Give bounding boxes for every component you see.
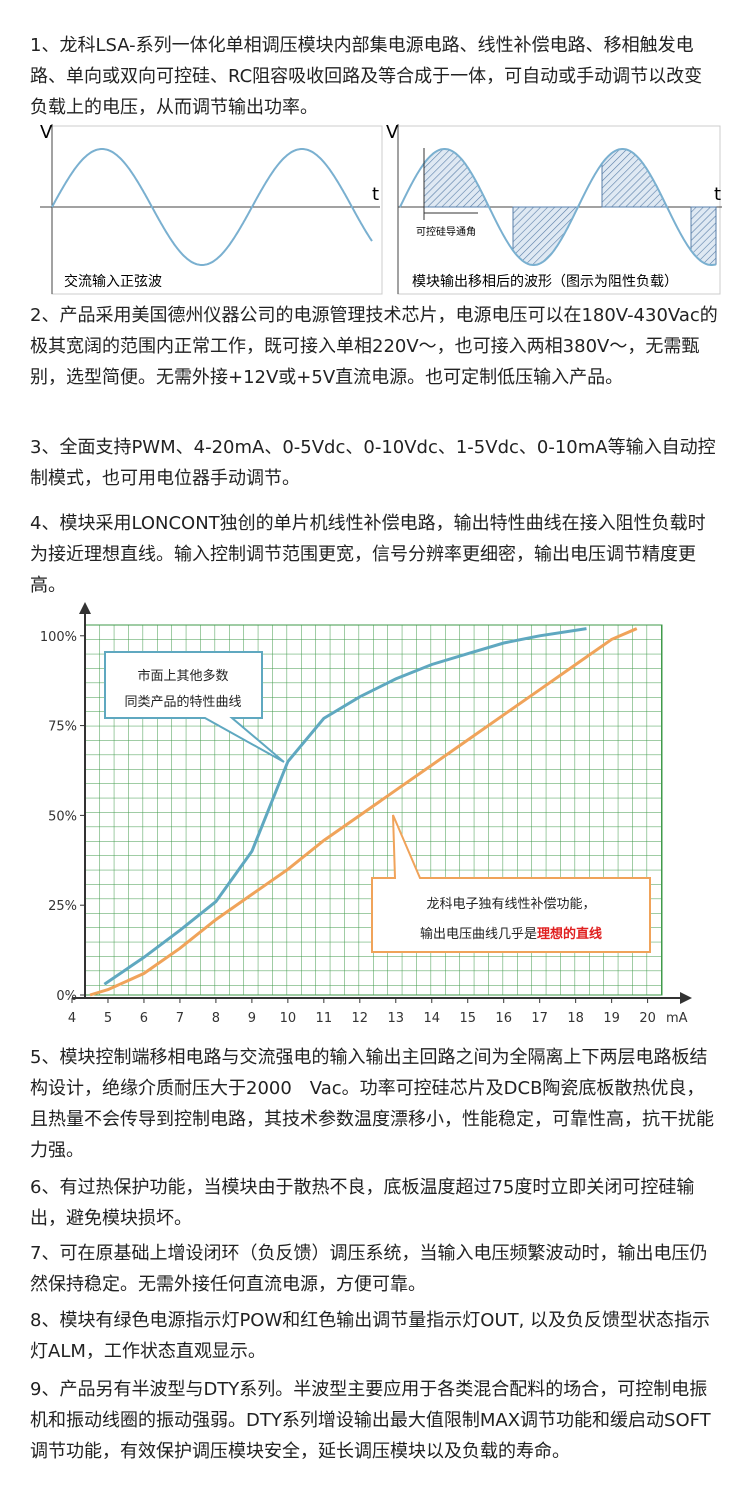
callout-text: 输出电压曲线几乎是理想的直线 <box>420 926 602 942</box>
paragraph: 6、有过热保护功能，当模块由于散热不良，底板温度超过75度时立即关闭可控硅输出，… <box>30 1177 695 1229</box>
paragraph: 7、可在原基础上增设闭环（负反馈）调压系统，当输入电压频繁波动时，输出电压仍然保… <box>30 1243 708 1295</box>
callout-text-part: 输出电压曲线几乎是 <box>420 926 537 942</box>
y-tick-label: 75% <box>48 720 77 735</box>
y-tick-label: 0% <box>56 989 77 1004</box>
callout-highlight: 理想的直线 <box>537 926 602 942</box>
x-tick-label: 9 <box>248 1011 256 1026</box>
hatched-area <box>423 148 490 208</box>
callout-box <box>371 814 651 953</box>
v-label: V <box>40 122 53 143</box>
x-tick-label: 6 <box>140 1011 148 1026</box>
t-label: t <box>714 184 721 205</box>
paragraph: 4、模块采用LONCONT独创的单片机线性补偿电路，输出特性曲线在接入阻性负载时… <box>30 513 706 596</box>
y-axis-arrow <box>79 602 91 614</box>
x-tick-label: 15 <box>459 1011 476 1026</box>
x-tick-label: 8 <box>212 1011 220 1026</box>
panel-frame <box>51 125 383 295</box>
x-tick-label: 10 <box>280 1011 297 1026</box>
angle-label: 可控硅导通角 <box>416 225 476 238</box>
paragraph: 1、龙科LSA-系列一体化单相调压模块内部集电源电路、线性补偿电路、移相触发电路… <box>30 35 703 118</box>
y-tick-label: 25% <box>48 899 77 914</box>
x-tick-label: 14 <box>423 1011 440 1026</box>
data-line <box>103 627 587 986</box>
sine-wave <box>51 148 373 266</box>
x-tick-label: 20 <box>639 1011 656 1026</box>
hatched-area <box>601 148 668 208</box>
callout-text: 龙科电子独有线性补偿功能， <box>426 897 595 912</box>
caption: 交流输入正弦波 <box>64 273 162 290</box>
x-tick-label: 16 <box>495 1011 512 1026</box>
caption: 模块输出移相后的波形（图示为阻性负载） <box>412 274 678 290</box>
sine-wave <box>399 148 717 266</box>
x-tick-label: 4 <box>68 1011 76 1026</box>
callout-text-part: 龙科电子独有线性补偿功能， <box>426 897 595 912</box>
data-line <box>89 627 638 997</box>
x-tick-label: 19 <box>603 1011 620 1026</box>
wave-figure: V t V t 可控硅导通角 交流输入正弦波 模块输出移相后的波形（图示为阻性负… <box>40 122 722 295</box>
paragraph: 3、全面支持PWM、4-20mA、0-5Vdc、0-10Vdc、1-5Vdc、0… <box>30 437 716 489</box>
chart: 0% 25% 50% 75% 100% 4 5 6 7 8 9 10 11 12 13 14 15 16 17 18 1… <box>40 602 692 1026</box>
paragraph: 9、产品另有半波型与DTY系列。半波型主要应用于各类混合配料的场合，可控制电振机… <box>30 1379 711 1462</box>
x-axis-arrow <box>680 992 692 1004</box>
x-tick-label: 13 <box>388 1011 405 1026</box>
x-tick-label: 5 <box>104 1011 112 1026</box>
x-unit: mA <box>666 1011 688 1026</box>
x-tick-label: 12 <box>352 1011 369 1026</box>
x-tick-label: 17 <box>531 1011 548 1026</box>
callout-text: 同类产品的特性曲线 <box>124 694 241 710</box>
t-label: t <box>372 184 379 205</box>
v-label: V <box>386 122 399 143</box>
hatched-area <box>512 206 579 266</box>
x-tick-label: 11 <box>316 1011 333 1026</box>
y-tick-label: 100% <box>40 630 77 645</box>
callout-box <box>104 651 285 763</box>
y-tick-label: 50% <box>48 809 77 824</box>
paragraph: 8、模块有绿色电源指示灯POW和红色输出调节量指示灯OUT, 以及负反馈型状态指… <box>30 1310 711 1362</box>
callout-text: 市面上其他多数 <box>137 668 228 684</box>
paragraph: 2、产品采用美国德州仪器公司的电源管理技术芯片，电源电压可以在180V-430V… <box>30 305 718 388</box>
x-tick-label: 18 <box>567 1011 584 1026</box>
paragraph: 5、模块控制端移相电路与交流强电的输入输出主回路之间为全隔离上下两层电路板结构设… <box>30 1047 714 1161</box>
x-tick-label: 7 <box>176 1011 184 1026</box>
